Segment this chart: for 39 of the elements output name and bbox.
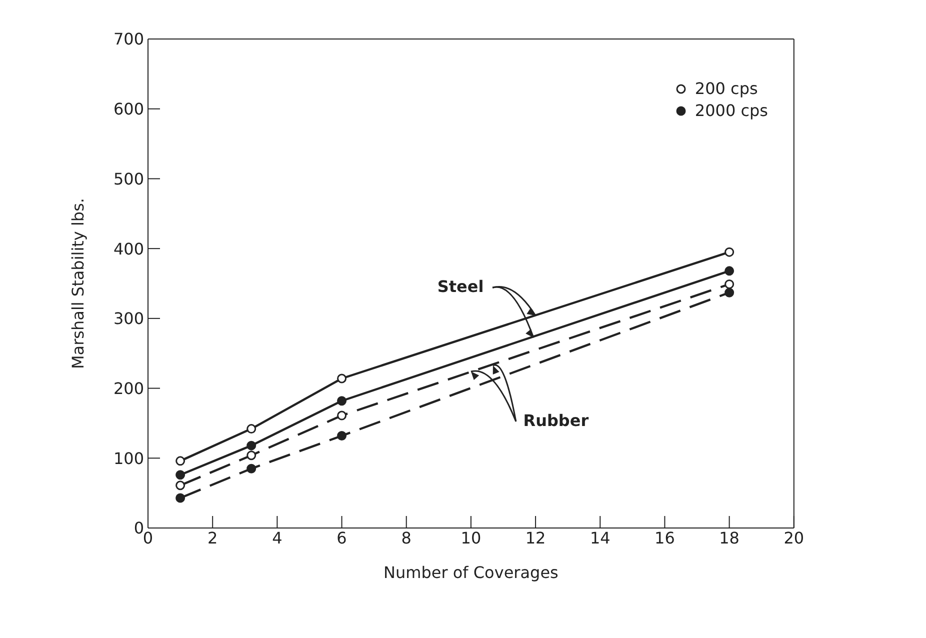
x-tick-label: 10: [460, 528, 482, 548]
point: [176, 470, 186, 480]
point: [246, 424, 256, 434]
x-axis-title: Number of Coverages: [384, 563, 558, 582]
y-tick-label: 300: [113, 309, 144, 328]
x-tick-label: 14: [590, 528, 610, 548]
point: [724, 288, 734, 298]
x-tick-label: 18: [719, 528, 740, 548]
point: [246, 450, 256, 460]
legend-label: 2000 cps: [694, 100, 768, 122]
x-tick-label: 16: [654, 528, 675, 548]
y-tick-label: 100: [113, 448, 144, 468]
point: [724, 247, 734, 257]
x-tick-label: 4: [272, 528, 282, 548]
point: [337, 410, 347, 420]
point: [246, 440, 256, 450]
legend-label: 200 cps: [694, 78, 758, 100]
y-tick-label: 600: [113, 100, 144, 119]
x-tick-label: 2: [207, 528, 218, 548]
annotation: Steel: [437, 277, 484, 296]
annotation: Rubber: [523, 410, 589, 430]
point: [176, 456, 186, 466]
point: [724, 266, 734, 276]
y-tick-label: 500: [113, 169, 144, 188]
x-tick-label: 20: [784, 528, 804, 548]
point: [176, 480, 186, 490]
point: [246, 464, 256, 474]
x-tick-label: 8: [401, 528, 412, 548]
point: [337, 431, 347, 441]
point: [724, 279, 734, 289]
point: [337, 374, 347, 384]
y-tick-label: 200: [113, 378, 144, 398]
y-tick-label: 400: [113, 239, 144, 258]
x-tick-label: 12: [525, 528, 546, 548]
x-tick-label: 6: [336, 528, 347, 548]
point: [337, 396, 347, 406]
point: [176, 493, 186, 503]
y-tick-label: 700: [113, 30, 144, 49]
y-axis-title: Marshall Stability lbs.: [68, 198, 88, 370]
